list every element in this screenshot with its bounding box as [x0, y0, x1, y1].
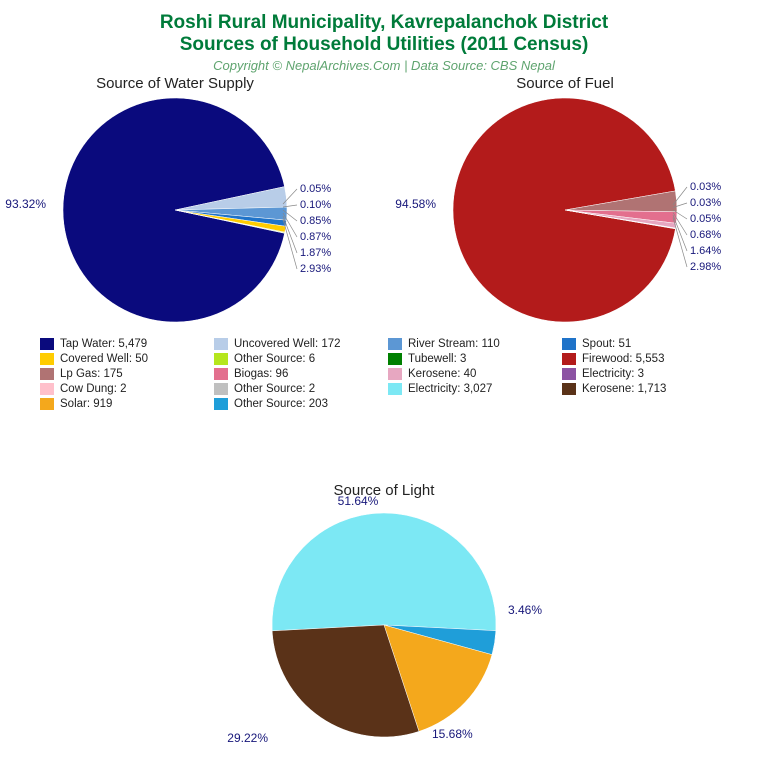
legend-label: Uncovered Well: 172 — [234, 338, 341, 350]
legend-swatch — [388, 368, 402, 380]
legend-item-5: Other Source: 6 — [214, 353, 380, 365]
legend-swatch — [214, 353, 228, 365]
chart-title-water: Source of Water Supply — [96, 75, 254, 92]
legend-item-6: Tubewell: 3 — [388, 353, 554, 365]
legend-swatch — [40, 398, 54, 410]
legend-label: Other Source: 203 — [234, 398, 328, 410]
water-small-pct-2: 0.85% — [300, 215, 331, 227]
legend-swatch — [562, 353, 576, 365]
water-small-pct-1: 0.10% — [300, 199, 331, 211]
legend-swatch — [214, 368, 228, 380]
legend-item-16: Solar: 919 — [40, 398, 206, 410]
legend-swatch — [214, 338, 228, 350]
water-small-pct-4: 1.87% — [300, 247, 331, 259]
fuel-small-pct-3: 0.68% — [690, 229, 721, 241]
legend: Tap Water: 5,479 Uncovered Well: 172 River… — [40, 338, 728, 410]
legend-item-3: Spout: 51 — [562, 338, 728, 350]
legend-label: Tap Water: 5,479 — [60, 338, 147, 350]
fuel-small-pct-0: 0.03% — [690, 181, 721, 193]
light-pct-0: 51.64% — [338, 494, 379, 508]
legend-item-9: Biogas: 96 — [214, 368, 380, 380]
legend-label: Biogas: 96 — [234, 368, 288, 380]
water-small-pct-0: 0.05% — [300, 183, 331, 195]
legend-swatch — [40, 368, 54, 380]
legend-label: Other Source: 6 — [234, 353, 315, 365]
legend-swatch — [214, 383, 228, 395]
legend-label: Other Source: 2 — [234, 383, 315, 395]
legend-swatch — [40, 353, 54, 365]
legend-swatch — [40, 338, 54, 350]
legend-swatch — [388, 353, 402, 365]
fuel-small-pct-2: 0.05% — [690, 213, 721, 225]
legend-item-0: Tap Water: 5,479 — [40, 338, 206, 350]
legend-label: Solar: 919 — [60, 398, 112, 410]
fuel-small-pct-5: 2.98% — [690, 261, 721, 273]
water-small-pct-3: 0.87% — [300, 231, 331, 243]
legend-label: Electricity: 3,027 — [408, 383, 492, 395]
fuel-small-pct-4: 1.64% — [690, 245, 721, 257]
legend-item-14: Electricity: 3,027 — [388, 383, 554, 395]
legend-item-1: Uncovered Well: 172 — [214, 338, 380, 350]
legend-label: Electricity: 3 — [582, 368, 644, 380]
legend-swatch — [562, 338, 576, 350]
legend-item-17: Other Source: 203 — [214, 398, 380, 410]
legend-label: River Stream: 110 — [408, 338, 500, 350]
water-big-pct: 93.32% — [5, 197, 46, 211]
legend-item-8: Lp Gas: 175 — [40, 368, 206, 380]
legend-item-2: River Stream: 110 — [388, 338, 554, 350]
legend-label: Spout: 51 — [582, 338, 631, 350]
legend-label: Cow Dung: 2 — [60, 383, 126, 395]
legend-swatch — [562, 368, 576, 380]
fuel-small-pct-1: 0.03% — [690, 197, 721, 209]
legend-label: Tubewell: 3 — [408, 353, 466, 365]
legend-item-11: Electricity: 3 — [562, 368, 728, 380]
legend-label: Covered Well: 50 — [60, 353, 148, 365]
legend-item-10: Kerosene: 40 — [388, 368, 554, 380]
fuel-big-pct: 94.58% — [395, 197, 436, 211]
legend-swatch — [388, 338, 402, 350]
legend-item-13: Other Source: 2 — [214, 383, 380, 395]
legend-item-12: Cow Dung: 2 — [40, 383, 206, 395]
legend-swatch — [214, 398, 228, 410]
legend-label: Lp Gas: 175 — [60, 368, 123, 380]
legend-swatch — [40, 383, 54, 395]
pie-slice-light-0 — [272, 513, 496, 631]
water-small-pct-5: 2.93% — [300, 263, 331, 275]
chart-title-fuel: Source of Fuel — [516, 75, 614, 92]
legend-label: Firewood: 5,553 — [582, 353, 664, 365]
legend-swatch — [388, 383, 402, 395]
legend-swatch — [562, 383, 576, 395]
legend-item-15: Kerosene: 1,713 — [562, 383, 728, 395]
legend-label: Kerosene: 40 — [408, 368, 476, 380]
light-pct-1: 3.46% — [508, 603, 542, 617]
legend-label: Kerosene: 1,713 — [582, 383, 666, 395]
legend-item-4: Covered Well: 50 — [40, 353, 206, 365]
legend-item-7: Firewood: 5,553 — [562, 353, 728, 365]
light-pct-3: 29.22% — [227, 731, 268, 745]
light-pct-2: 15.68% — [432, 727, 473, 741]
